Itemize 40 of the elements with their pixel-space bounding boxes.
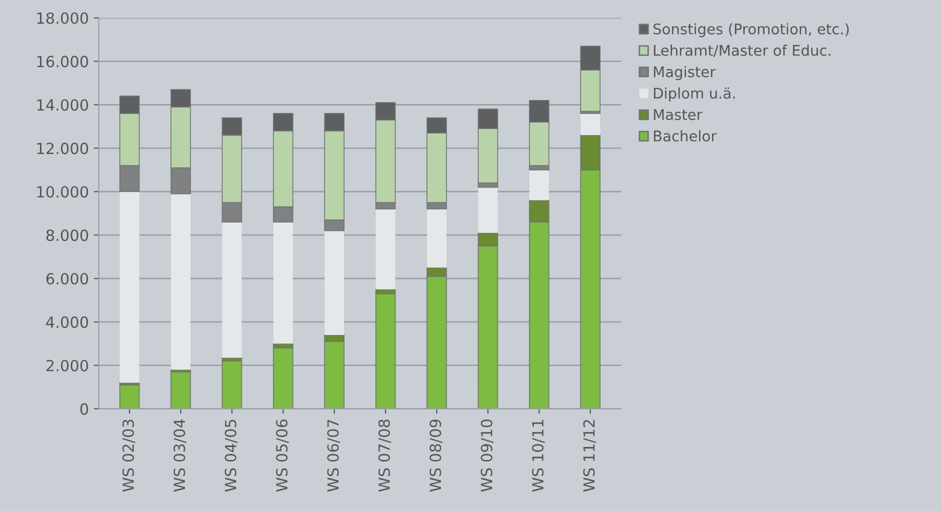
bar xyxy=(171,194,190,370)
y-tick-label: 12.000 xyxy=(37,142,88,154)
bar xyxy=(273,222,293,344)
bar xyxy=(222,222,242,358)
x-tick-label: WS 06/07 xyxy=(327,420,340,492)
x-tick-label: WS 02/03 xyxy=(122,420,136,492)
legend-label: Sonstiges (Promotion, etc.) xyxy=(653,23,849,38)
x-tick-label: WS 11/12 xyxy=(583,420,596,492)
y-tick-label: 8.000 xyxy=(46,230,88,242)
legend-label: Bachelor xyxy=(654,130,717,142)
x-tick-label: WS 08/09 xyxy=(430,420,442,492)
y-tick-label: 6.000 xyxy=(46,272,88,285)
y-tick-label: 16.000 xyxy=(37,56,88,68)
bar xyxy=(324,230,344,335)
legend-label: Diplom u.ä. xyxy=(654,87,735,102)
x-tick-label: WS 05/06 xyxy=(276,419,289,492)
bar xyxy=(376,209,396,290)
y-tick-label: 10.000 xyxy=(37,186,88,198)
bar xyxy=(529,170,549,200)
bar xyxy=(119,384,140,409)
y-tick-label: 18.000 xyxy=(37,12,88,24)
legend-label: Magister xyxy=(654,66,716,80)
bar xyxy=(580,113,600,136)
x-tick-label: WS 04/05 xyxy=(224,420,238,492)
bar xyxy=(478,187,498,233)
bar xyxy=(170,371,191,409)
x-tick-label: WS 03/04 xyxy=(174,419,186,492)
bar xyxy=(375,293,396,409)
y-tick-label: 14.000 xyxy=(37,99,88,111)
x-tick-label: WS 09/10 xyxy=(480,420,494,492)
y-tick-label: 2.000 xyxy=(46,360,88,372)
bar xyxy=(427,209,446,268)
y-tick-label: 4.000 xyxy=(46,316,88,328)
y-tick-label: 0 xyxy=(80,403,88,415)
x-tick-label: WS 10/11 xyxy=(532,420,545,492)
bar xyxy=(120,192,140,383)
legend-label: Master xyxy=(654,109,702,120)
legend-label: Lehramt/Master of Educ. xyxy=(654,44,830,58)
bar xyxy=(222,360,242,409)
x-tick-label: WS 07/08 xyxy=(378,420,392,492)
